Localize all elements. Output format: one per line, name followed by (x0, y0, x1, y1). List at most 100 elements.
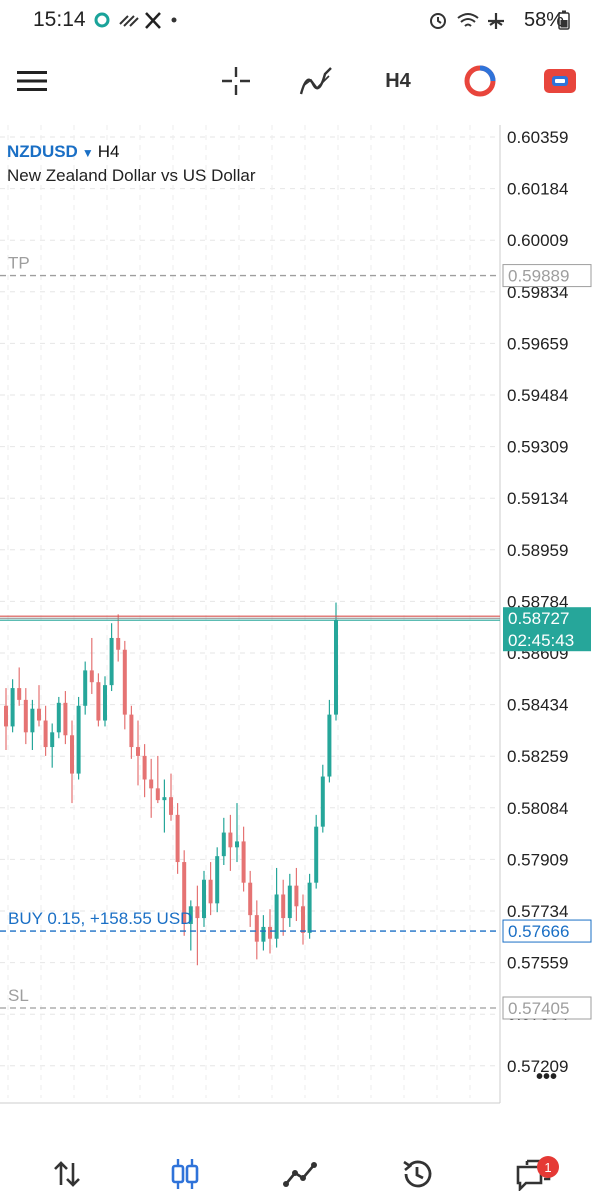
current-price-label: 0.58727 (508, 609, 569, 628)
trade-toggle-button[interactable] (540, 50, 580, 112)
price-tick-label: 0.59484 (507, 386, 568, 405)
crosshair-icon (222, 67, 250, 95)
candle-body (261, 926, 266, 942)
candle-body (281, 894, 286, 919)
candle-body (287, 885, 292, 919)
tp-price-box (502, 264, 592, 288)
candle-body (314, 826, 319, 883)
nav-quotes[interactable] (37, 1148, 97, 1200)
price-tick-label: 0.57909 (507, 850, 568, 869)
history-icon (403, 1160, 432, 1188)
candle-body (10, 688, 15, 727)
menu-button[interactable] (12, 50, 52, 112)
battery-icon (558, 10, 570, 30)
candle-body (175, 814, 180, 863)
candle-body (116, 637, 121, 650)
candle-countdown-label: 02:45:43 (508, 631, 574, 650)
symbol-description: New Zealand Dollar vs US Dollar (7, 166, 256, 185)
candle-body (241, 841, 246, 883)
candle-body (162, 797, 167, 801)
candle-body (268, 926, 272, 939)
candle-body (274, 894, 279, 939)
candle-body (155, 788, 160, 801)
indicators-icon (299, 67, 332, 95)
candle-body (4, 705, 8, 727)
candle-body (109, 637, 114, 686)
price-tick-label: 0.58434 (507, 696, 568, 715)
candle-body (215, 856, 220, 904)
price-tick-label: 0.57559 (507, 954, 568, 973)
price-tick-label: 0.59134 (507, 489, 568, 508)
candle-body (334, 620, 338, 715)
candle-body (37, 708, 41, 721)
chart-symbol-header[interactable]: NZDUSD ▼ H4 (7, 142, 119, 162)
candle-body (56, 702, 61, 733)
nav-trade[interactable] (270, 1148, 330, 1200)
price-tick-label: 0.59309 (507, 438, 568, 457)
price-chart[interactable]: 0.60359 0.60184 0.60009 0.59834 0.59659 0.594… (0, 125, 602, 1110)
notification-icons (94, 12, 177, 29)
menu-icon (17, 71, 47, 91)
candle-body (103, 685, 107, 721)
candle-body (248, 882, 253, 916)
candle-body (169, 797, 173, 815)
candle-body (320, 776, 325, 827)
current-price-box (503, 607, 591, 652)
candle-body (50, 732, 55, 748)
candle-body (23, 699, 28, 733)
system-icons (430, 13, 504, 29)
timeframe-button[interactable]: H4 (385, 69, 411, 92)
price-tick-label: 0.60359 (507, 128, 568, 147)
indicators-button[interactable] (296, 50, 336, 112)
bottom-navigation (0, 1148, 602, 1200)
price-tick-label: 0.57734 (507, 902, 568, 921)
status-time: 15:14 (33, 8, 86, 31)
price-tick-label: 0.60009 (507, 231, 568, 250)
candle-body (63, 702, 68, 736)
candle-body (83, 670, 88, 706)
position-label: BUY 0.15, +158.55 USD (8, 909, 192, 928)
trade-toggle-icon (544, 69, 576, 93)
trading-app-button[interactable] (460, 50, 500, 112)
position-price-box (502, 919, 592, 943)
candle-body (30, 708, 35, 733)
candle-body (149, 779, 154, 789)
candle-body (43, 720, 48, 748)
candle-body (129, 714, 134, 748)
nav-history[interactable] (387, 1148, 447, 1200)
price-tick-label: 0.58784 (507, 592, 568, 611)
candle-body (202, 879, 206, 919)
status-bar: 15:14 58% (0, 0, 602, 42)
trading-app-icon (464, 65, 496, 97)
candle-body (294, 885, 299, 907)
candle-body (254, 915, 259, 942)
battery-percent: 58% (523, 9, 564, 31)
nav-chart[interactable] (155, 1148, 215, 1200)
trade-icon (283, 1162, 317, 1187)
candle-body (208, 879, 213, 904)
candle-body (228, 832, 233, 848)
chart-toolbar: H4 (0, 50, 602, 112)
price-tick-label: 0.58084 (507, 799, 568, 818)
sl-price-box (502, 996, 592, 1020)
candle-body (76, 705, 81, 774)
chart-background (0, 125, 602, 1110)
chart-icon (171, 1159, 199, 1189)
messages-badge: 1 (537, 1156, 559, 1178)
price-tick-label: 0.59659 (507, 334, 568, 353)
candle-body (188, 906, 193, 924)
candle-body (307, 882, 312, 933)
candle-body (195, 906, 200, 919)
candle-body (136, 747, 140, 756)
candle-body (221, 832, 226, 857)
more-options-button[interactable]: ••• (536, 1066, 557, 1088)
candle-body (96, 682, 101, 721)
crosshair-button[interactable] (216, 50, 256, 112)
price-tick-label: 0.58259 (507, 747, 568, 766)
symbol-dropdown-icon: ▼ (81, 146, 94, 160)
sl-label: SL (8, 986, 29, 1005)
candle-body (142, 755, 147, 780)
candle-body (301, 906, 305, 933)
price-tick-label: 0.59834 (507, 283, 568, 302)
candle-body (17, 688, 22, 700)
